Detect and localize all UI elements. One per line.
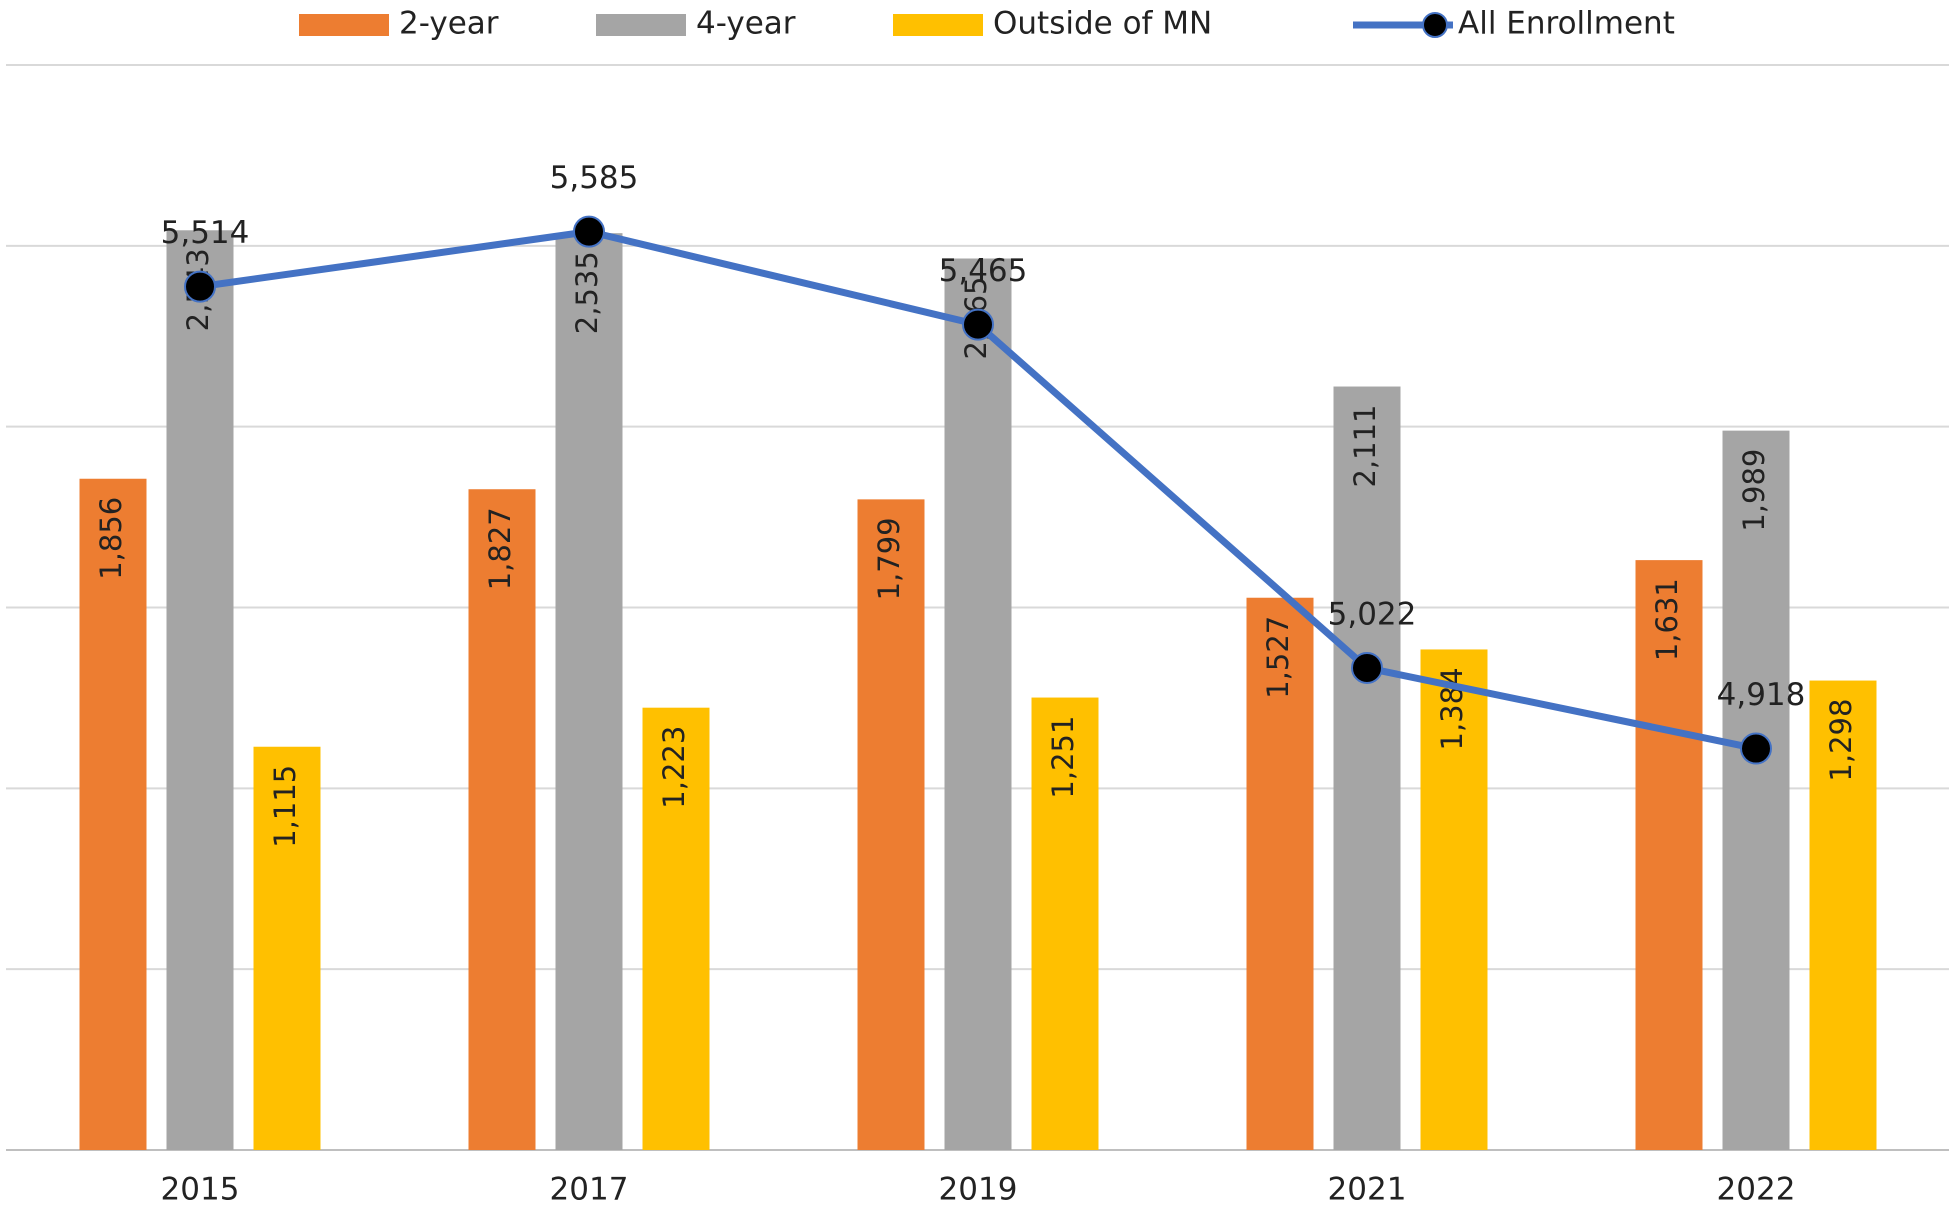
bar bbox=[642, 707, 710, 1150]
x-tick-label: 2017 bbox=[550, 1172, 629, 1208]
legend-swatch bbox=[596, 14, 686, 36]
data-label: 2,111 bbox=[1348, 405, 1382, 488]
legend-swatch bbox=[299, 14, 389, 36]
bar bbox=[1246, 597, 1314, 1150]
data-label: 1,298 bbox=[1824, 699, 1858, 782]
bar bbox=[253, 746, 321, 1150]
data-label: 1,223 bbox=[657, 726, 691, 809]
legend-marker bbox=[1422, 12, 1448, 38]
data-label: 1,827 bbox=[483, 507, 517, 590]
bar bbox=[857, 499, 925, 1150]
legend-label: Outside of MN bbox=[993, 6, 1212, 42]
legend-label: 2-year bbox=[399, 6, 499, 42]
bar bbox=[1809, 680, 1877, 1150]
data-label: 1,799 bbox=[872, 517, 906, 600]
data-label: 5,585 bbox=[550, 160, 639, 196]
data-label: 5,465 bbox=[939, 253, 1028, 289]
x-tick-label: 2022 bbox=[1717, 1172, 1796, 1208]
data-label: 1,527 bbox=[1261, 616, 1295, 699]
x-tick-label: 2021 bbox=[1328, 1172, 1407, 1208]
legend-label: 4-year bbox=[696, 6, 796, 42]
bar bbox=[468, 489, 536, 1150]
data-label: 1,251 bbox=[1046, 716, 1080, 799]
x-tick-label: 2015 bbox=[161, 1172, 240, 1208]
bar bbox=[944, 258, 1012, 1150]
line-marker bbox=[962, 308, 994, 341]
line-marker bbox=[184, 270, 216, 303]
bar bbox=[1031, 697, 1099, 1150]
bar bbox=[1333, 386, 1401, 1150]
data-label: 4,918 bbox=[1717, 677, 1806, 713]
data-label: 1,989 bbox=[1737, 449, 1771, 532]
bar bbox=[166, 230, 234, 1150]
bar bbox=[1420, 649, 1488, 1150]
bar bbox=[555, 233, 623, 1151]
line-marker bbox=[573, 215, 605, 248]
data-label: 2,535 bbox=[570, 251, 604, 334]
data-label: 5,514 bbox=[161, 215, 250, 251]
legend-swatch bbox=[893, 14, 983, 36]
data-label: 5,022 bbox=[1328, 596, 1417, 632]
bar bbox=[1722, 430, 1790, 1150]
bar bbox=[1635, 560, 1703, 1150]
data-label: 1,631 bbox=[1650, 578, 1684, 661]
data-label: 1,856 bbox=[94, 497, 128, 580]
x-tick-label: 2019 bbox=[939, 1172, 1018, 1208]
line-marker bbox=[1740, 732, 1772, 765]
line-marker bbox=[1351, 651, 1383, 684]
data-label: 1,115 bbox=[268, 765, 302, 848]
bar bbox=[79, 478, 147, 1150]
legend-label: All Enrollment bbox=[1458, 6, 1675, 42]
